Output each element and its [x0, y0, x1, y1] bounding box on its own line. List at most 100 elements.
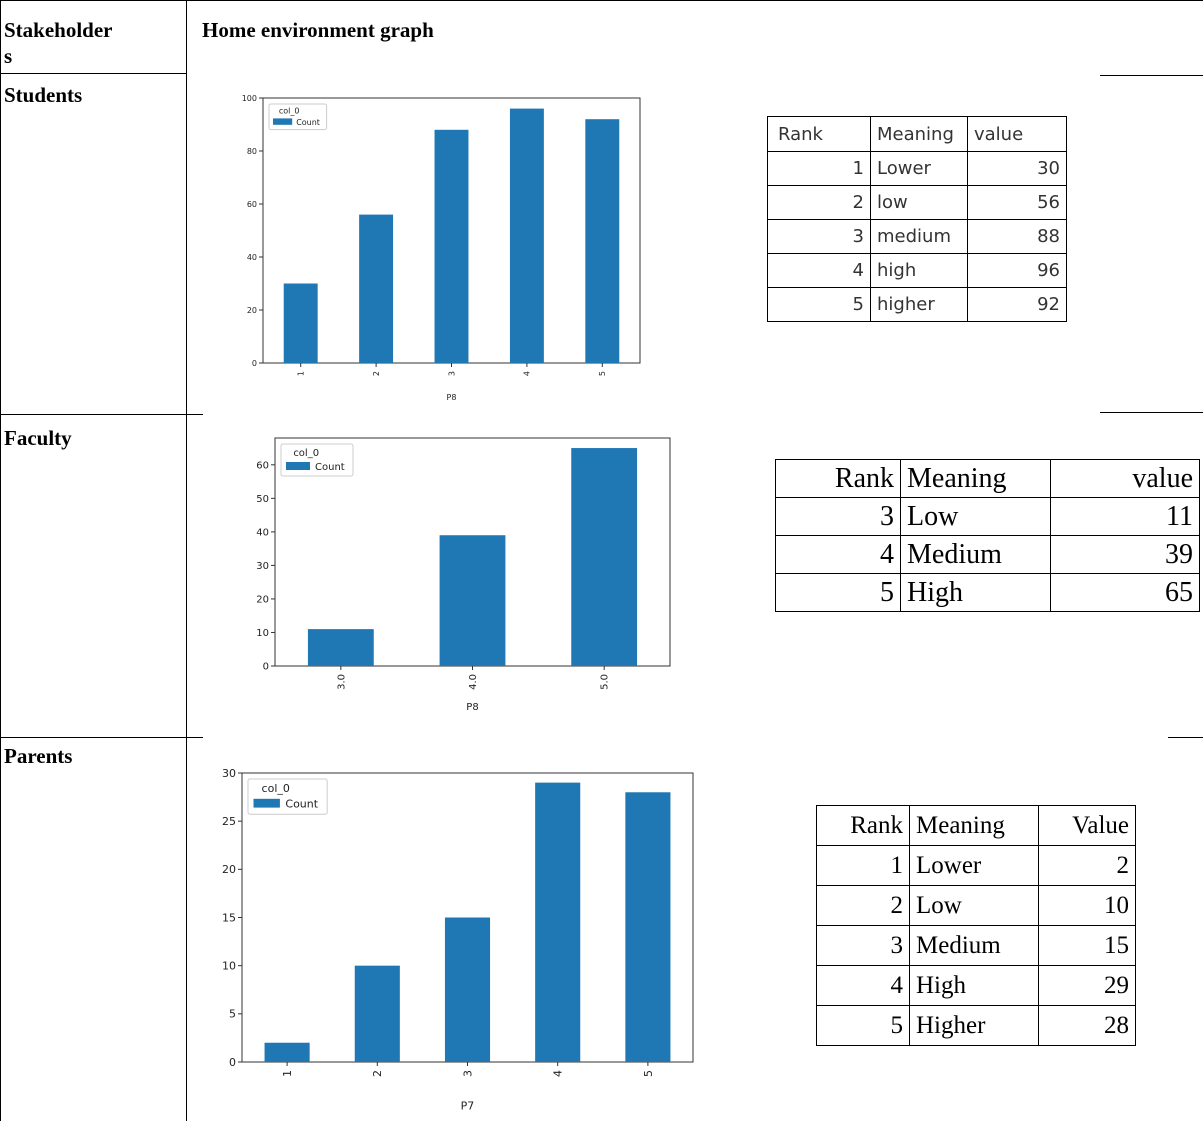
bar	[307, 629, 374, 666]
bar	[283, 283, 318, 363]
table-header-row: Rank Meaning Value	[816, 805, 1136, 846]
cell-value: 15	[1038, 925, 1136, 966]
header-rank: Rank	[767, 116, 871, 152]
cell-value: 96	[967, 253, 1067, 288]
cell-rank: 4	[767, 253, 871, 288]
header-value: value	[1050, 459, 1200, 498]
faculty-row-bottom-right	[1168, 737, 1203, 738]
cell-rank: 1	[767, 151, 871, 186]
y-tick-label: 5	[229, 1008, 236, 1021]
x-tick-label: 3	[447, 371, 456, 376]
x-axis-label: P7	[461, 1100, 475, 1113]
stakeholder-faculty: Faculty	[4, 426, 72, 450]
table-row: 1 Lower 2	[816, 845, 1136, 886]
y-tick-label: 0	[229, 1056, 236, 1069]
bar-chart-svg: 0 20 40 60 80 100 1 2 3 4 5 P8 col_0 Count	[242, 94, 641, 400]
stakeholder-parents: Parents	[4, 744, 73, 768]
legend-title: col_0	[262, 782, 290, 795]
table-row: 4 High 29	[816, 965, 1136, 1006]
table-border-left	[0, 0, 1, 1121]
header-value: Value	[1038, 805, 1136, 846]
cell-rank: 3	[816, 925, 910, 966]
table-row: 5 higher 92	[767, 287, 1067, 322]
cell-meaning: Low	[900, 497, 1051, 536]
header-meaning: Meaning	[870, 116, 968, 152]
cell-rank: 5	[775, 573, 901, 612]
cell-meaning: medium	[870, 219, 968, 254]
header-row-bottom-right	[1100, 75, 1203, 76]
cell-meaning: High	[900, 573, 1051, 612]
cell-value: 29	[1038, 965, 1136, 1006]
cell-meaning: high	[870, 253, 968, 288]
students-chart: 0 20 40 60 80 100 1 2 3 4 5 P8 col_0 Count	[225, 90, 645, 400]
bar	[264, 1042, 310, 1062]
cell-value: 28	[1038, 1005, 1136, 1046]
x-axis-label: P8	[466, 702, 478, 713]
bar-chart-svg: 0 10 20 30 40 50 60 3.0 4.0 5.0 P8 col_0 Count	[256, 437, 671, 713]
cell-rank: 3	[775, 497, 901, 536]
cell-value: 30	[967, 151, 1067, 186]
cell-value: 56	[967, 185, 1067, 220]
x-tick-label: 4.0	[468, 674, 479, 690]
cell-value: 2	[1038, 845, 1136, 886]
cell-meaning: Low	[909, 885, 1039, 926]
legend-title: col_0	[279, 107, 300, 116]
y-tick-label: 60	[256, 460, 269, 471]
bar-chart-svg: 0 5 10 15 20 25 30 1 2 3 4 5 P7 col_0 Count	[222, 767, 694, 1113]
bar	[509, 108, 544, 363]
students-rank-table: Rank Meaning value 1 Lower 30 2 low 56 3…	[767, 116, 1067, 322]
bar	[439, 535, 506, 666]
x-tick-label: 3.0	[336, 674, 347, 690]
y-tick-label: 30	[256, 561, 269, 572]
table-row: 2 low 56	[767, 185, 1067, 220]
cell-rank: 5	[816, 1005, 910, 1046]
cell-value: 92	[967, 287, 1067, 322]
bar	[571, 448, 638, 666]
y-tick-label: 20	[222, 863, 236, 876]
x-axis-label: P8	[447, 393, 457, 400]
x-tick-label: 3	[461, 1070, 474, 1077]
x-tick-label: 2	[372, 371, 381, 376]
header-meaning: Meaning	[900, 459, 1051, 498]
bar	[535, 782, 581, 1062]
cell-meaning: Medium	[900, 535, 1051, 574]
stakeholders-header-line1: Stakeholder	[4, 18, 113, 42]
x-tick-label: 5	[598, 371, 607, 376]
cell-rank: 1	[816, 845, 910, 886]
cell-rank: 2	[767, 185, 871, 220]
cell-value: 10	[1038, 885, 1136, 926]
legend-swatch	[273, 118, 293, 125]
table-row: 4 high 96	[767, 253, 1067, 288]
y-tick-label: 40	[247, 253, 257, 262]
cell-value: 65	[1050, 573, 1200, 612]
cell-rank: 2	[816, 885, 910, 926]
y-tick-label: 10	[256, 628, 269, 639]
cell-meaning: low	[870, 185, 968, 220]
cell-rank: 3	[767, 219, 871, 254]
column-divider	[186, 0, 187, 1121]
x-tick-label: 1	[297, 371, 306, 376]
y-tick-label: 30	[222, 767, 236, 780]
table-row: 3 medium 88	[767, 219, 1067, 254]
y-tick-label: 50	[256, 494, 269, 505]
students-row-bottom	[0, 414, 203, 415]
header-rank: Rank	[816, 805, 910, 846]
table-row: 5 High 65	[775, 573, 1200, 612]
cell-meaning: higher	[870, 287, 968, 322]
x-tick-label: 2	[371, 1070, 384, 1077]
y-tick-label: 40	[256, 527, 269, 538]
bar	[359, 214, 394, 363]
y-tick-label: 60	[247, 200, 257, 209]
table-row: 3 Medium 15	[816, 925, 1136, 966]
x-tick-label: 5.0	[600, 674, 611, 690]
bar	[585, 119, 620, 363]
cell-value: 11	[1050, 497, 1200, 536]
parents-rank-table: Rank Meaning Value 1 Lower 2 2 Low 10 3 …	[816, 805, 1136, 1046]
y-tick-label: 0	[263, 662, 269, 673]
stakeholders-header-line2: s	[4, 44, 13, 68]
x-tick-label: 4	[552, 1070, 565, 1077]
header-value: value	[967, 116, 1067, 152]
parents-chart: 0 5 10 15 20 25 30 1 2 3 4 5 P7 col_0 Count	[215, 765, 705, 1115]
header-row-bottom	[0, 73, 186, 74]
x-tick-label: 4	[523, 371, 532, 376]
